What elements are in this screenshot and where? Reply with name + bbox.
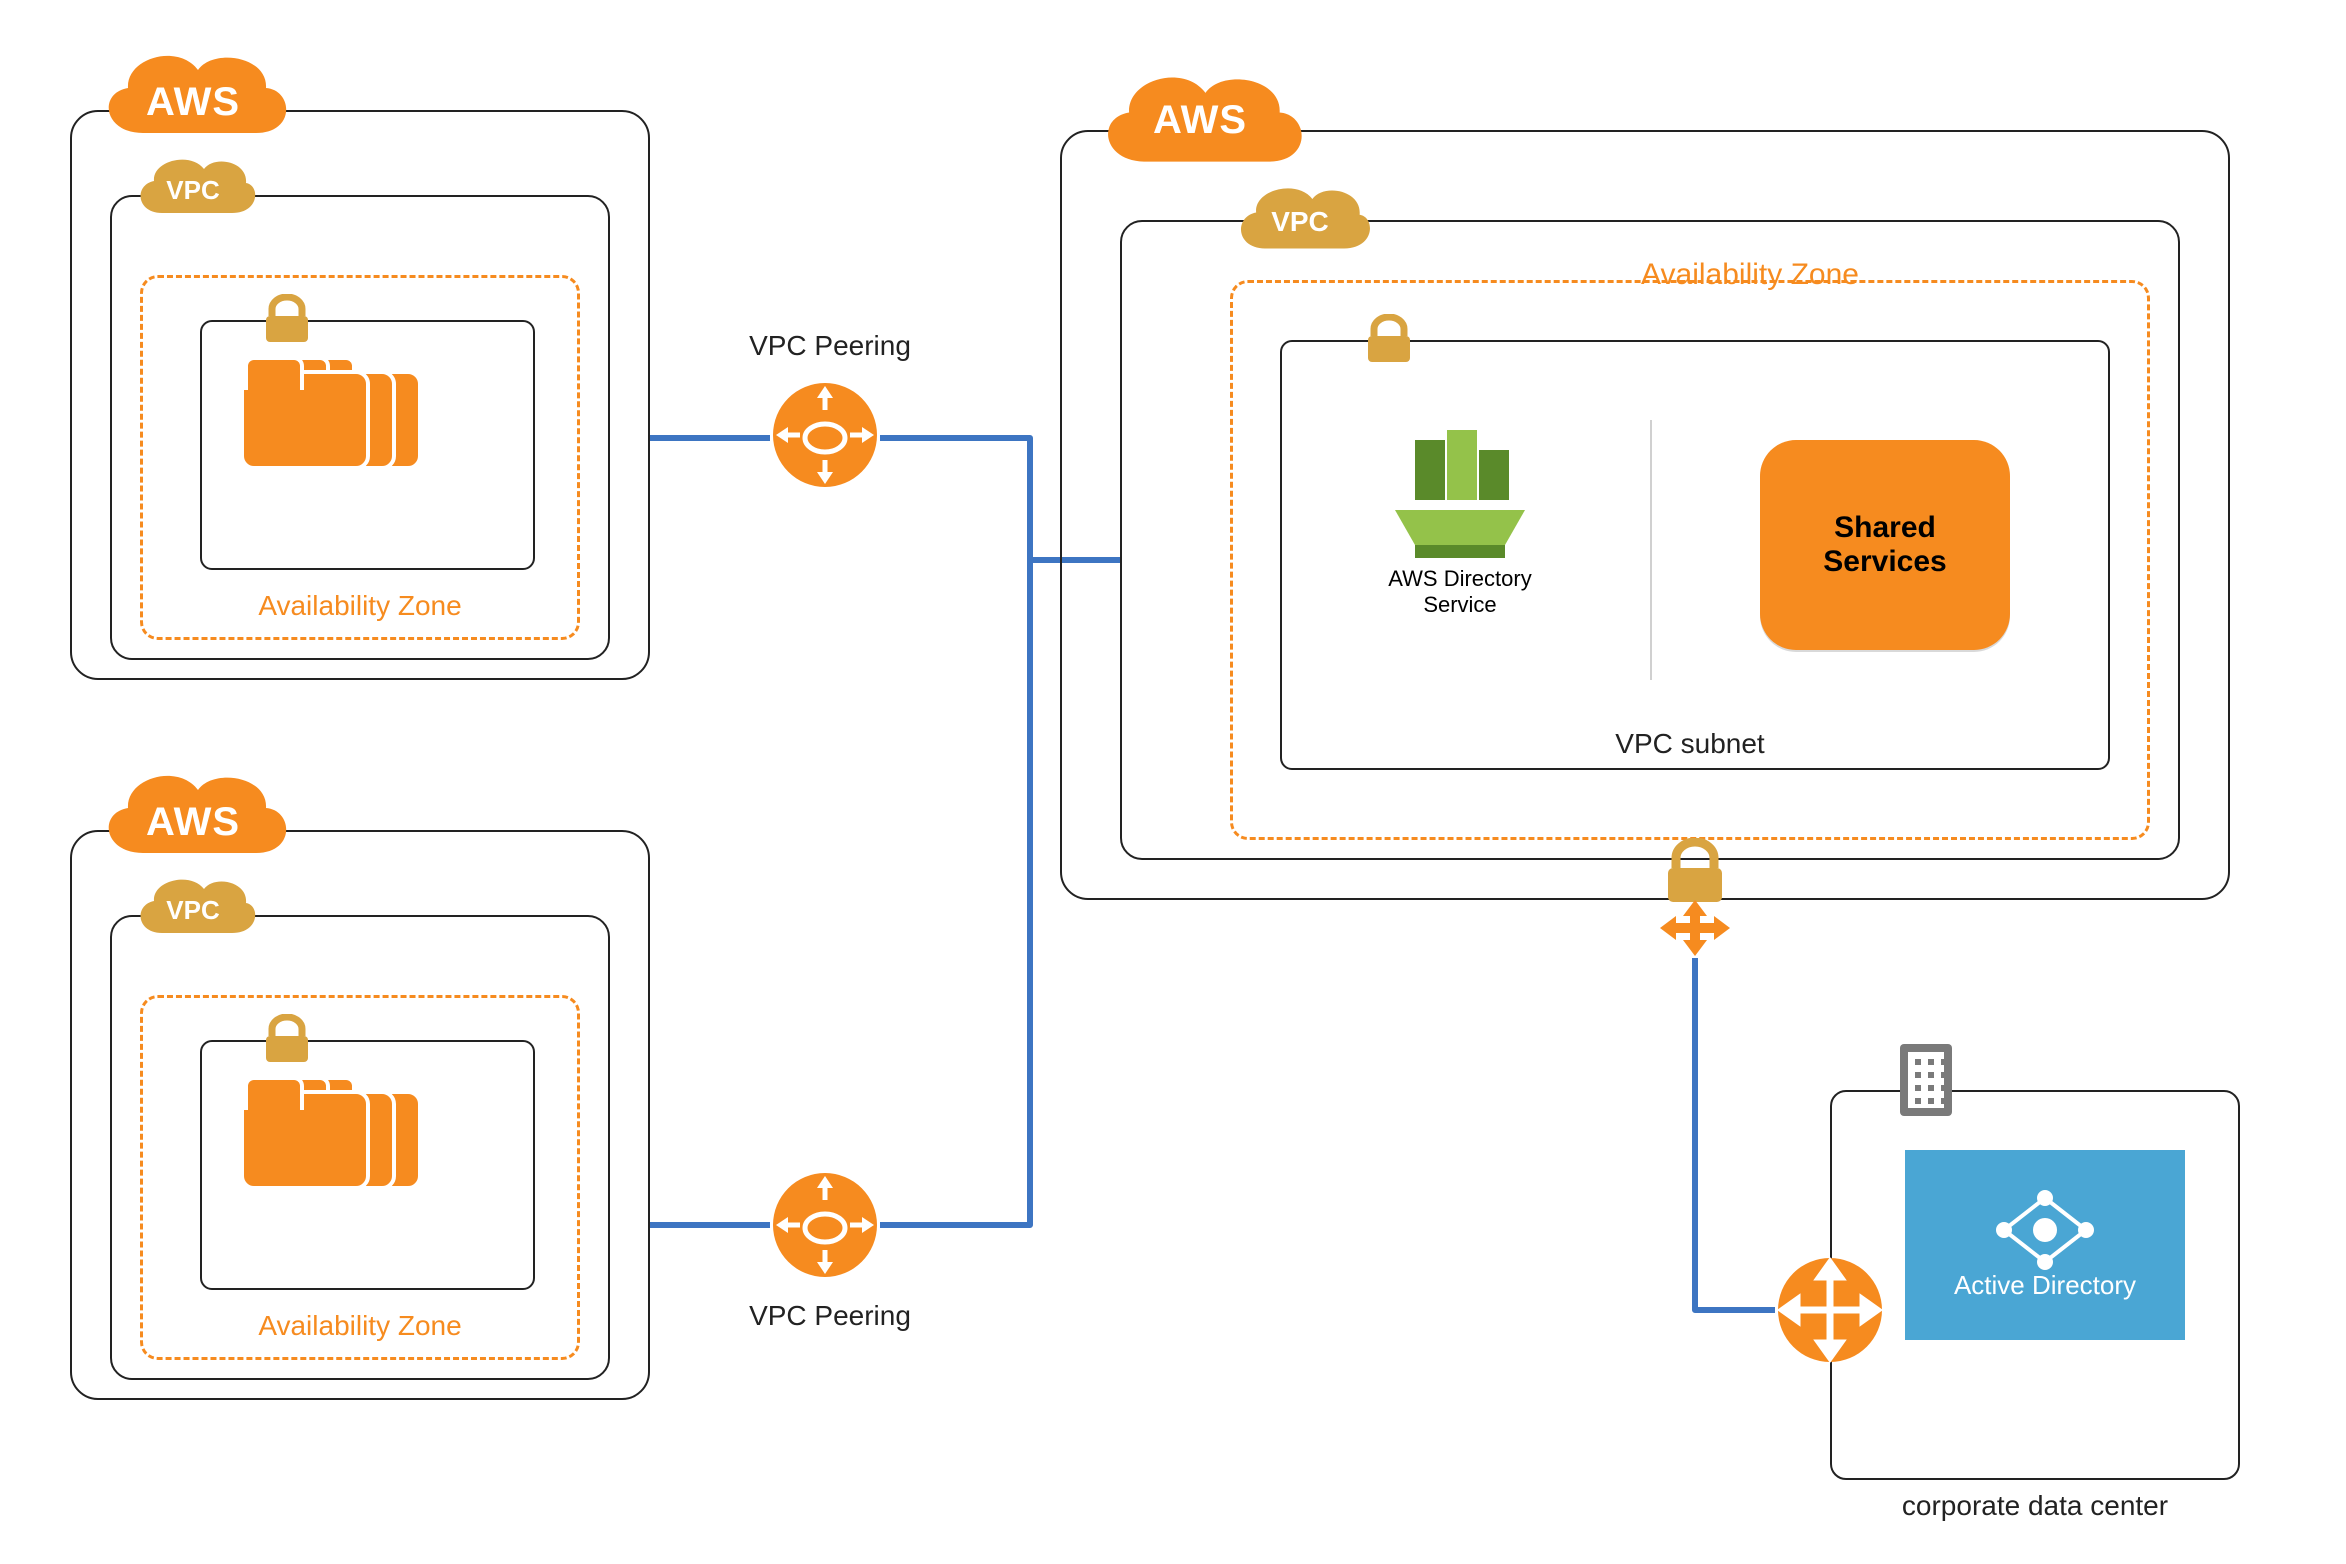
aws-label: AWS bbox=[88, 80, 298, 125]
corp-dc-label: corporate data center bbox=[1830, 1490, 2240, 1522]
architecture-diagram: AWS VPC Availability Zone AWS VPC Availa… bbox=[0, 0, 2346, 1564]
vpc-label: VPC bbox=[128, 175, 258, 206]
shared-services-label: SharedServices bbox=[1823, 511, 1946, 579]
vpc-peering-label: VPC Peering bbox=[720, 330, 940, 362]
active-directory-label: Active Directory bbox=[1954, 1270, 2136, 1301]
vpn-gateway-icon bbox=[1640, 838, 1750, 958]
building-icon bbox=[1900, 1044, 1952, 1116]
vpc-peering-icon bbox=[770, 1170, 880, 1280]
workload-folders-icon bbox=[240, 370, 440, 540]
lock-icon bbox=[1362, 314, 1416, 364]
aws-cloud-icon: AWS bbox=[88, 38, 298, 148]
aws-cloud-icon: AWS bbox=[88, 758, 298, 868]
aws-directory-service-icon: AWS DirectoryService bbox=[1370, 430, 1550, 620]
vpc-peering-label: VPC Peering bbox=[720, 1300, 940, 1332]
vpc-peering-icon bbox=[770, 380, 880, 490]
vpc-subnet-label: VPC subnet bbox=[1560, 728, 1820, 760]
vpc-cloud-icon: VPC bbox=[128, 865, 258, 945]
az-label: Availability Zone bbox=[1550, 258, 1950, 292]
active-directory-tile: Active Directory bbox=[1905, 1150, 2185, 1340]
aws-label: AWS bbox=[88, 800, 298, 845]
aws-cloud-icon: AWS bbox=[1080, 58, 1320, 178]
direct-connect-icon bbox=[1775, 1255, 1885, 1365]
aws-label: AWS bbox=[1080, 98, 1320, 143]
shared-services-tile: SharedServices bbox=[1760, 440, 2010, 650]
az-label: Availability Zone bbox=[180, 1310, 540, 1342]
lock-icon bbox=[260, 1014, 314, 1064]
az-label: Availability Zone bbox=[180, 590, 540, 622]
dirsvc-label: AWS DirectoryService bbox=[1388, 566, 1531, 618]
workload-folders-icon bbox=[240, 1090, 440, 1260]
vpc-label: VPC bbox=[128, 895, 258, 926]
vpc-label: VPC bbox=[1225, 206, 1375, 238]
lock-icon bbox=[260, 294, 314, 344]
divider bbox=[1650, 420, 1652, 680]
vpc-cloud-icon: VPC bbox=[128, 145, 258, 225]
vpc-cloud-icon: VPC bbox=[1225, 172, 1375, 262]
